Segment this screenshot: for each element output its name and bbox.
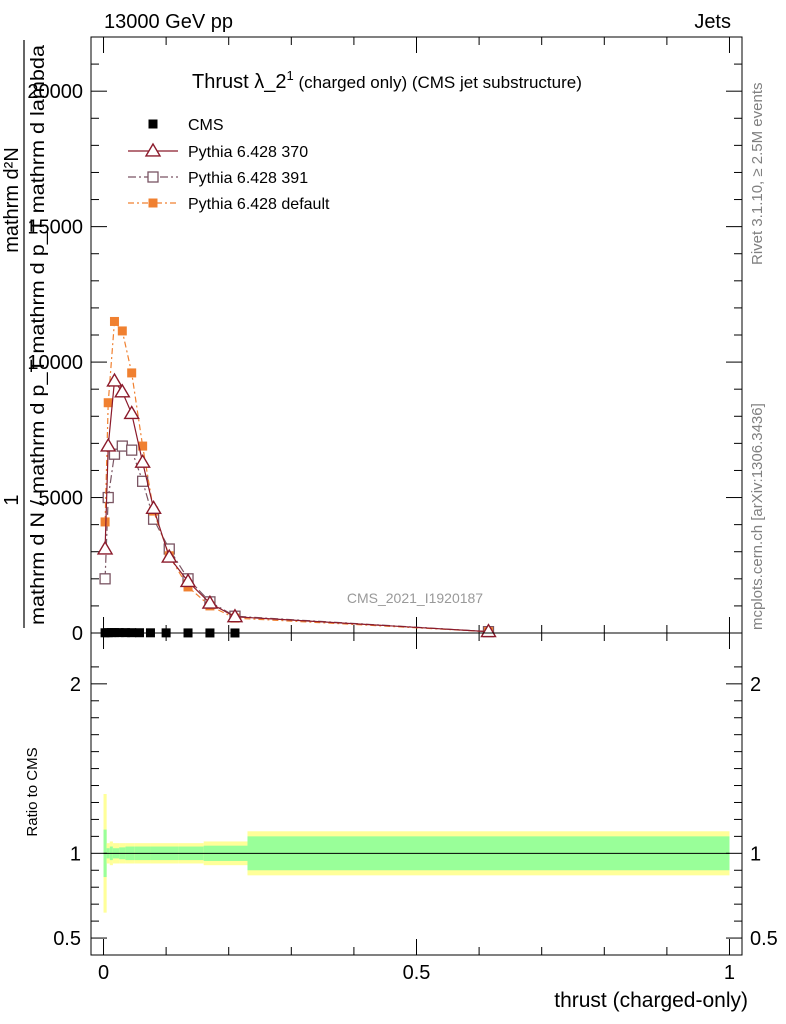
main-ylabel-numerator: 1 (1, 494, 23, 505)
data-point-marker (201, 594, 219, 609)
analysis-watermark: CMS_2021_I1920187 (347, 590, 483, 606)
series-pythia-6-428-391 (99, 440, 495, 638)
ratio-axis-ticks: 0.5 0.5 1 1 2 2 0 0.5 1 (53, 633, 778, 984)
data-point-marker (145, 500, 162, 514)
data-point-marker (123, 405, 140, 420)
main-ytick-label: 10000 (27, 352, 83, 374)
ratio-ytick-label: 2 (70, 674, 81, 696)
ratio-xtick-label: 0 (98, 962, 109, 984)
data-point-marker (134, 453, 151, 468)
ratio-xtick-label: 1 (724, 962, 735, 984)
main-title-text: Thrust λ_2 (192, 71, 286, 93)
ratio-ytick-label-right: 1 (750, 843, 761, 865)
rivet-version-label: Rivet 3.1.10, ≥ 2.5M events (749, 83, 766, 266)
main-ylabel-denominator: mathrm d N / mathrm d p_T mathrm d p_T m… (28, 45, 49, 625)
data-point-marker (147, 171, 159, 183)
main-title: Thrust λ_21 (charged only) (CMS jet subs… (192, 68, 582, 93)
data-point-marker (103, 398, 113, 408)
data-point-marker (99, 437, 117, 452)
data-point-marker (148, 119, 158, 129)
legend-label: Pythia 6.428 default (188, 196, 330, 213)
series-pythia-6-428-370 (96, 372, 497, 638)
data-point-marker (127, 368, 137, 378)
data-point-marker (96, 540, 114, 555)
main-panel: 0 5000 10000 15000 20000 (27, 36, 743, 645)
series-line (104, 319, 489, 633)
data-point-marker (114, 383, 131, 398)
data-point-marker (100, 517, 110, 527)
main-ylabel-top: mathrm d²N (1, 147, 23, 253)
ratio-ytick-label-right: 2 (750, 674, 761, 696)
legend-label: Pythia 6.428 370 (188, 144, 308, 161)
data-point-marker (480, 623, 497, 638)
ratio-ylabel: Ratio to CMS (24, 747, 41, 836)
ratio-ytick-label: 0.5 (53, 928, 81, 950)
legend-label: CMS (188, 117, 224, 134)
data-point-marker (109, 316, 119, 326)
legend-entry: CMS (148, 117, 224, 134)
series-pythia-6-428-default (100, 316, 493, 637)
data-point-marker (106, 372, 123, 387)
data-point-marker (144, 142, 162, 157)
x-axis-label: thrust (charged-only) (554, 989, 748, 1012)
data-point-marker (102, 491, 114, 504)
ratio-xtick-label: 0.5 (403, 962, 431, 984)
ratio-ytick-label: 1 (70, 843, 81, 865)
data-point-marker (126, 444, 138, 456)
main-ytick-label: 20000 (27, 81, 83, 103)
ratio-panel: 0.5 0.5 1 1 2 2 0 0.5 1 (53, 632, 778, 984)
legend-label: Pythia 6.428 391 (188, 170, 308, 187)
main-title-superscript: 1 (286, 68, 293, 83)
header-energy-label: 13000 GeV pp (104, 11, 233, 33)
mcplots-credit-label: mcplots.cern.ch [arXiv:1306.3436] (749, 403, 766, 630)
data-point-marker (226, 608, 244, 623)
data-point-marker (148, 198, 158, 208)
ratio-ytick-label-right: 0.5 (750, 928, 778, 950)
data-point-marker (99, 573, 111, 585)
data-point-marker (117, 326, 127, 336)
data-point-marker (179, 573, 197, 588)
legend-entry: Pythia 6.428 391 (128, 170, 308, 187)
main-axis-ticks: 0 5000 10000 15000 20000 (27, 36, 742, 645)
legend: CMS Pythia 6.428 370 Pythia 6.428 391 Pythi… (128, 117, 330, 213)
legend-entry: Pythia 6.428 370 (128, 142, 308, 161)
data-point-marker (138, 441, 148, 451)
main-ytick-label: 0 (72, 623, 83, 645)
legend-entry: Pythia 6.428 default (128, 196, 330, 213)
ratio-frame (90, 632, 743, 956)
header-process-label: Jets (694, 11, 731, 33)
data-point-marker (161, 548, 178, 563)
main-ytick-label: 15000 (27, 217, 83, 239)
data-point-marker (116, 440, 128, 452)
main-title-suffix: (charged only) (CMS jet substructure) (294, 73, 582, 92)
main-ytick-label: 5000 (39, 488, 84, 510)
